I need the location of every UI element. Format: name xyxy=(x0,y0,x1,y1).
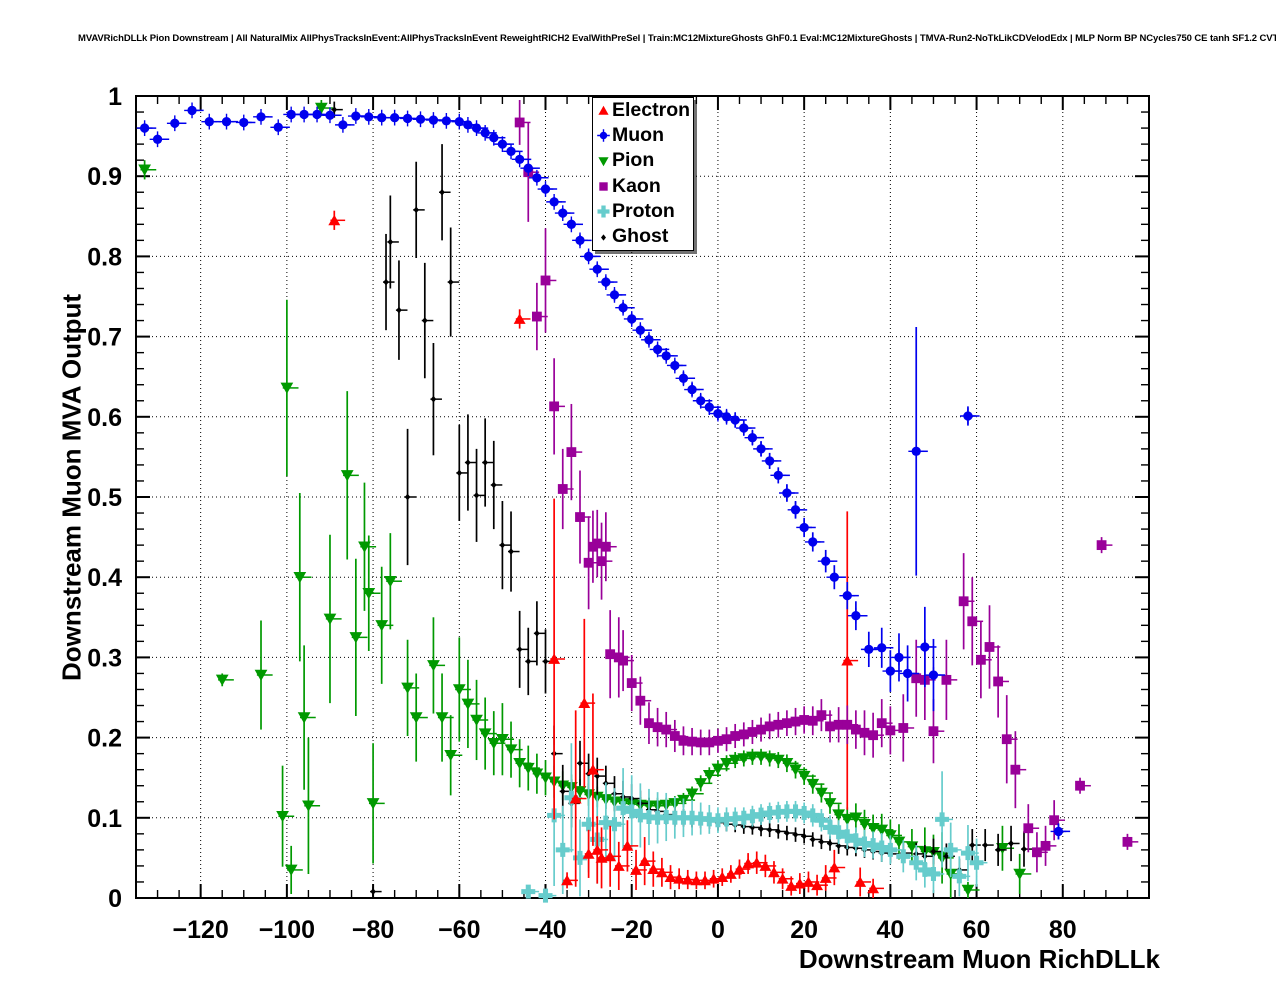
data-points xyxy=(136,100,1139,903)
svg-text:0.5: 0.5 xyxy=(87,484,122,512)
legend-item-proton[interactable]: Proton xyxy=(593,199,693,224)
triangle-down-icon xyxy=(598,157,609,167)
series-muon xyxy=(136,102,1071,840)
legend-label: Muon xyxy=(612,124,664,147)
legend-marker-muon xyxy=(595,127,612,144)
legend-label: Proton xyxy=(612,200,675,223)
legend-item-pion[interactable]: Pion xyxy=(593,149,693,174)
x-axis-label: Downstream Muon RichDLLk xyxy=(798,944,1160,974)
legend-marker-ghost xyxy=(595,229,612,246)
triangle-up-icon xyxy=(598,105,609,115)
svg-text:80: 80 xyxy=(1049,916,1077,944)
legend-marker-pion xyxy=(595,153,612,170)
svg-text:1: 1 xyxy=(108,83,122,111)
svg-text:−60: −60 xyxy=(438,916,480,944)
legend-item-ghost[interactable]: Ghost xyxy=(593,224,693,249)
series-proton xyxy=(521,743,988,903)
svg-text:−20: −20 xyxy=(611,916,653,944)
svg-text:0: 0 xyxy=(108,885,122,913)
svg-text:−80: −80 xyxy=(352,916,394,944)
svg-text:60: 60 xyxy=(963,916,991,944)
svg-text:−100: −100 xyxy=(259,916,315,944)
legend-item-electron[interactable]: Electron xyxy=(593,98,693,123)
cross-icon xyxy=(597,205,610,218)
svg-text:0.4: 0.4 xyxy=(87,564,122,592)
legend-marker-kaon xyxy=(595,178,612,195)
legend: Electron Muon Pion Kaon Proton Ghost xyxy=(592,97,694,251)
square-icon xyxy=(599,182,608,191)
legend-label: Kaon xyxy=(612,174,661,197)
axis-ticks xyxy=(135,95,1150,899)
series-electron xyxy=(328,210,884,898)
svg-text:20: 20 xyxy=(790,916,818,944)
axis-tick-labels: −120 −100 −80 −60 −40 −20 0 20 40 60 80 0 0.1 0.2 0.3 0… xyxy=(87,83,1076,944)
legend-marker-proton xyxy=(595,203,612,220)
legend-marker-electron xyxy=(595,102,612,119)
legend-item-muon[interactable]: Muon xyxy=(593,123,693,148)
svg-text:−120: −120 xyxy=(173,916,229,944)
legend-label: Electron xyxy=(612,98,691,121)
svg-text:0.1: 0.1 xyxy=(87,805,122,833)
svg-text:0.8: 0.8 xyxy=(87,243,122,271)
legend-label: Ghost xyxy=(612,225,669,248)
svg-text:0.3: 0.3 xyxy=(87,644,122,672)
legend-item-kaon[interactable]: Kaon xyxy=(593,174,693,199)
legend-label: Pion xyxy=(612,149,655,172)
svg-text:−40: −40 xyxy=(524,916,566,944)
svg-text:0.7: 0.7 xyxy=(87,324,122,352)
svg-text:0.6: 0.6 xyxy=(87,404,122,432)
svg-text:40: 40 xyxy=(876,916,904,944)
circle-icon xyxy=(597,129,610,143)
plot-title: MVAVRichDLLk Pion Downstream | All Natur… xyxy=(78,33,1276,44)
svg-text:0.2: 0.2 xyxy=(87,725,122,753)
svg-text:0.9: 0.9 xyxy=(87,163,122,191)
y-axis-label: Downstream Muon MVA Output xyxy=(56,293,87,682)
svg-text:0: 0 xyxy=(711,916,725,944)
diamond-small-icon xyxy=(601,234,606,241)
